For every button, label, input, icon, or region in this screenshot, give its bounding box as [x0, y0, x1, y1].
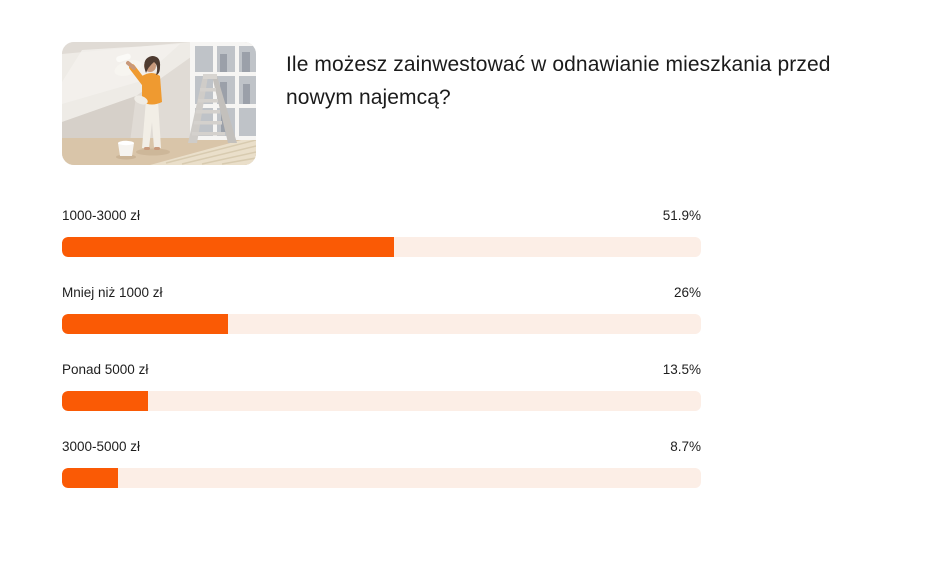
poll-option-label: 1000-3000 zł	[62, 208, 141, 223]
ladder-shape	[188, 74, 237, 143]
poll-option-percent: 51.9%	[662, 208, 701, 223]
poll-option-bar-fill	[62, 237, 394, 257]
poll-option-bar-fill	[62, 391, 149, 411]
poll-option-bar-track	[62, 237, 701, 257]
poll-results-list: 1000-3000 zł 51.9% Mniej niż 1000 zł 26%…	[62, 207, 701, 515]
poll-option-label: Mniej niż 1000 zł	[62, 285, 163, 300]
paint-bucket-shape	[116, 140, 136, 160]
poll-option-label: Ponad 5000 zł	[62, 362, 149, 377]
poll-option-row: 3000-5000 zł 8.7%	[62, 438, 701, 488]
poll-option-percent: 8.7%	[670, 439, 701, 454]
poll-option-percent: 26%	[673, 285, 701, 300]
poll-option-label: 3000-5000 zł	[62, 439, 141, 454]
poll-option-percent: 13.5%	[662, 362, 701, 377]
poll-option-header: Mniej niż 1000 zł 26%	[62, 284, 701, 302]
poll-option-row: 1000-3000 zł 51.9%	[62, 207, 701, 257]
poll-question-title: Ile możesz zainwestować w odnawianie mie…	[286, 53, 831, 109]
poll-option-row: Mniej niż 1000 zł 26%	[62, 284, 701, 334]
painting-scene-illustration	[62, 42, 256, 165]
poll-option-row: Ponad 5000 zł 13.5%	[62, 361, 701, 411]
poll-option-bar-track	[62, 391, 701, 411]
woman-figure	[114, 53, 162, 150]
poll-option-bar-fill	[62, 468, 118, 488]
poll-option-bar-track	[62, 468, 701, 488]
poll-option-header: Ponad 5000 zł 13.5%	[62, 361, 701, 379]
poll-header: Ile możesz zainwestować w odnawianie mie…	[62, 42, 831, 165]
poll-option-bar-track	[62, 314, 701, 334]
poll-option-header: 3000-5000 zł 8.7%	[62, 438, 701, 456]
poll-photo	[62, 42, 256, 165]
poll-option-header: 1000-3000 zł 51.9%	[62, 207, 701, 225]
poll-option-bar-fill	[62, 314, 229, 334]
